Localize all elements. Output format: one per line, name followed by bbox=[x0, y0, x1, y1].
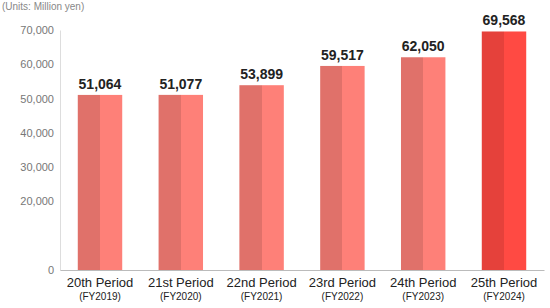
x-tick: 20th Period(FY2019) bbox=[67, 270, 134, 302]
y-tick: 60,000 bbox=[20, 58, 60, 70]
x-tick-label: 25th Period(FY2024) bbox=[471, 275, 537, 302]
x-tick-label-line: 22nd Period bbox=[227, 275, 297, 290]
x-tick-label-line: (FY2022) bbox=[322, 291, 364, 302]
x-tick-label: 22nd Period(FY2021) bbox=[227, 275, 297, 302]
data-label: 59,517 bbox=[321, 47, 364, 63]
x-tick-label-line: 21st Period bbox=[148, 275, 214, 290]
data-label: 69,568 bbox=[483, 12, 526, 28]
units-label: (Units: Million yen) bbox=[2, 1, 84, 12]
bar bbox=[401, 57, 445, 270]
data-label: 62,050 bbox=[402, 38, 445, 54]
x-tick-label-line: (FY2019) bbox=[79, 291, 121, 302]
x-tick-label: 21st Period(FY2020) bbox=[148, 275, 214, 302]
x-tick-label-line: (FY2020) bbox=[160, 291, 202, 302]
x-tick-label: 20th Period(FY2019) bbox=[67, 275, 134, 302]
x-tick-label-line: (FY2021) bbox=[241, 291, 283, 302]
x-tick-label-line: (FY2024) bbox=[483, 291, 525, 302]
chart: (Units: Million yen) 0 20,000 30,000 40,000 5… bbox=[0, 0, 550, 308]
x-tick-label-line: 24th Period bbox=[390, 275, 457, 290]
data-labels: 51,064 51,077 53,899 59,517 62,050 69,568 bbox=[79, 12, 526, 91]
y-tick-label: 50,000 bbox=[20, 93, 54, 105]
x-axis-line bbox=[61, 270, 545, 271]
data-label: 53,899 bbox=[240, 66, 283, 82]
x-tick-label-line: (FY2023) bbox=[402, 291, 444, 302]
x-tick: 21st Period(FY2020) bbox=[148, 270, 214, 302]
x-tick-label-line: 25th Period bbox=[471, 275, 537, 290]
y-tick-label: 0 bbox=[48, 264, 54, 276]
x-tick-label: 23rd Period(FY2022) bbox=[309, 275, 376, 302]
y-tick-label: 40,000 bbox=[20, 127, 54, 139]
y-tick: 70,000 bbox=[20, 24, 60, 36]
y-tick: 50,000 bbox=[20, 93, 60, 105]
x-tick-label-line: 20th Period bbox=[67, 275, 134, 290]
bar bbox=[239, 85, 283, 270]
x-axis: 20th Period(FY2019) 21st Period(FY2020) 22… bbox=[61, 270, 545, 302]
y-tick-label: 30,000 bbox=[20, 161, 54, 173]
y-tick: 30,000 bbox=[20, 161, 60, 173]
bar bbox=[320, 66, 364, 270]
bar bbox=[159, 95, 203, 270]
x-tick: 23rd Period(FY2022) bbox=[309, 270, 376, 302]
y-axis-line bbox=[60, 31, 61, 271]
y-tick-label: 20,000 bbox=[20, 195, 54, 207]
x-tick-label-line: 23rd Period bbox=[309, 275, 376, 290]
x-tick: 24th Period(FY2023) bbox=[390, 270, 457, 302]
y-tick: 20,000 bbox=[20, 195, 60, 207]
data-label: 51,064 bbox=[79, 76, 122, 92]
data-label: 51,077 bbox=[159, 76, 202, 92]
y-axis: 0 20,000 30,000 40,000 50,000 60,000 70,000 bbox=[20, 24, 60, 276]
y-tick: 0 bbox=[48, 264, 60, 276]
y-tick-label: 70,000 bbox=[20, 24, 54, 36]
x-tick: 22nd Period(FY2021) bbox=[227, 270, 297, 302]
x-tick: 25th Period(FY2024) bbox=[471, 270, 537, 302]
bar bbox=[482, 31, 526, 270]
x-tick-label: 24th Period(FY2023) bbox=[390, 275, 457, 302]
bar bbox=[78, 95, 122, 270]
y-tick: 40,000 bbox=[20, 127, 60, 139]
y-tick-label: 60,000 bbox=[20, 58, 54, 70]
bars bbox=[78, 31, 526, 270]
